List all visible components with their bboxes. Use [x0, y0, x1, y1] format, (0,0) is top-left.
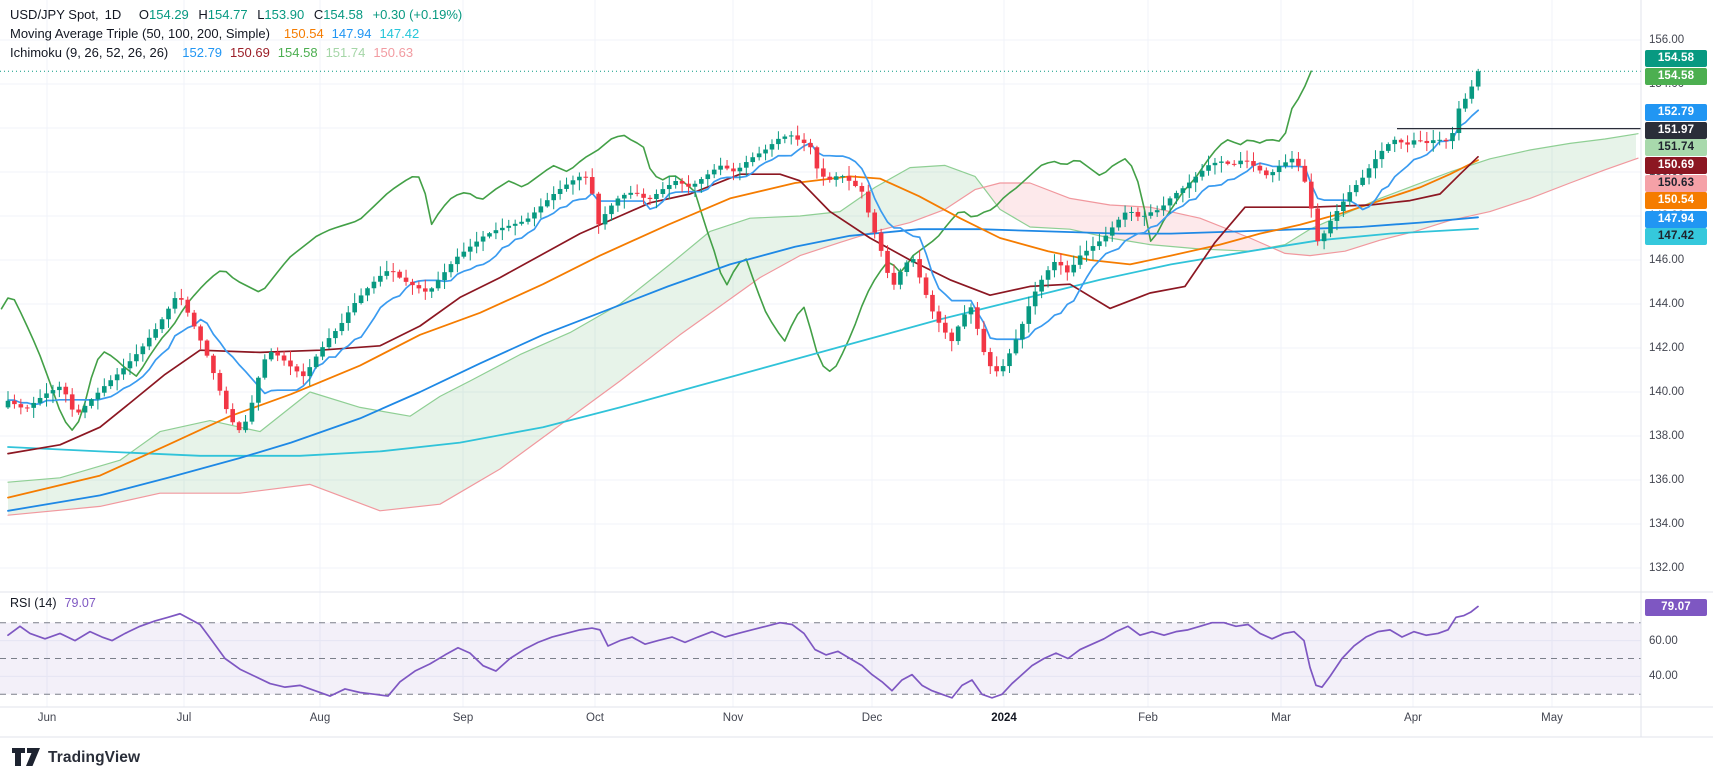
time-axis-label: Mar — [1271, 712, 1291, 724]
symbol-title: USD/JPY Spot, — [10, 7, 99, 22]
rsi-axis-label: 40.00 — [1649, 670, 1678, 683]
legend-symbol-row[interactable]: USD/JPY Spot, 1D O154.29 H154.77 L153.90 … — [10, 5, 462, 24]
time-axis-label: Sep — [452, 712, 474, 724]
price-badge: 150.54 — [1645, 191, 1707, 209]
high-prefix: H — [198, 7, 208, 22]
time-axis-label: 2024 — [991, 712, 1017, 724]
time-axis-label: Jun — [37, 712, 57, 724]
gridlines — [0, 0, 1641, 707]
price-badge: 152.79 — [1645, 103, 1707, 121]
price-badge: 151.97 — [1645, 121, 1707, 139]
price-badge: 150.69 — [1645, 156, 1707, 174]
price-badge: 147.94 — [1645, 210, 1707, 228]
legend-ichimoku-row[interactable]: Ichimoku (9, 26, 52, 26, 26) 152.79 150.69… — [10, 43, 462, 62]
legend-indicator-value: 147.94 — [331, 26, 372, 41]
price-axis-label: 146.00 — [1649, 254, 1685, 266]
legend: USD/JPY Spot, 1D O154.29 H154.77 L153.90 … — [10, 5, 462, 62]
time-axis-label: Dec — [861, 712, 883, 724]
open-value: 154.29 — [149, 7, 189, 22]
legend-indicator-value: 147.42 — [379, 26, 420, 41]
rsi-legend-row[interactable]: RSI (14) 79.07 — [10, 595, 96, 612]
rsi-indicator-title: RSI (14) — [10, 596, 57, 610]
ma-indicator-title: Moving Average Triple (50, 100, 200, Sim… — [10, 26, 270, 41]
low-value: 153.90 — [264, 7, 305, 22]
time-axis-label: Oct — [586, 712, 604, 724]
legend-indicator-value: 151.74 — [325, 45, 366, 60]
footer: TradingView — [12, 748, 140, 767]
price-axis-label: 132.00 — [1649, 562, 1685, 574]
tradingview-logo-icon[interactable] — [12, 748, 41, 767]
price-axis-label: 156.00 — [1649, 34, 1685, 46]
ma-values: 150.54 147.94 147.42 — [276, 26, 419, 41]
price-badge: 154.58 — [1645, 67, 1707, 85]
price-axis-label: 142.00 — [1649, 342, 1685, 354]
price-axis-label: 138.00 — [1649, 430, 1685, 442]
price-axis-label: 134.00 — [1649, 518, 1685, 530]
price-badge: 154.58 — [1645, 49, 1707, 67]
price-badge: 150.63 — [1645, 174, 1707, 192]
price-badge: 79.07 — [1645, 598, 1707, 616]
time-axis-label: Feb — [1138, 712, 1158, 724]
change-value: +0.30 (+0.19%) — [372, 7, 463, 22]
legend-indicator-value: 150.69 — [230, 45, 270, 60]
legend-indicator-value: 154.58 — [277, 45, 318, 60]
price-badge: 147.42 — [1645, 227, 1707, 245]
price-badge: 151.74 — [1645, 138, 1707, 156]
pane-separators — [0, 0, 1713, 738]
ichimoku-indicator-title: Ichimoku (9, 26, 52, 26, 26) — [10, 45, 169, 60]
legend-ma-row[interactable]: Moving Average Triple (50, 100, 200, Sim… — [10, 24, 462, 43]
price-axis-label: 140.00 — [1649, 386, 1685, 398]
close-prefix: C — [313, 7, 324, 22]
time-axis-label: Apr — [1404, 712, 1422, 724]
time-axis-label: Aug — [309, 712, 331, 724]
interval-label: 1D — [104, 7, 122, 22]
tradingview-logo-text[interactable]: TradingView — [48, 748, 141, 766]
ichimoku-values: 152.79 150.69 154.58 151.74 150.63 — [174, 45, 413, 60]
time-axis-label: Jul — [176, 712, 192, 724]
low-prefix: L — [257, 7, 265, 22]
rsi-axis-label: 60.00 — [1649, 634, 1678, 647]
time-axis-label: Nov — [722, 712, 744, 724]
open-prefix: O — [138, 7, 150, 22]
price-axis-label: 136.00 — [1649, 474, 1685, 486]
rsi-value: 79.07 — [64, 596, 96, 610]
close-value: 154.58 — [323, 7, 363, 22]
legend-indicator-value: 152.79 — [182, 45, 223, 60]
legend-indicator-value: 150.54 — [283, 26, 324, 41]
high-value: 154.77 — [207, 7, 248, 22]
candles — [5, 68, 1481, 433]
time-axis-label: May — [1541, 712, 1563, 724]
price-axis-label: 144.00 — [1649, 298, 1685, 310]
rsi-pane[interactable] — [0, 605, 1641, 699]
price-pane[interactable] — [0, 68, 1641, 516]
legend-indicator-value: 150.63 — [373, 45, 414, 60]
